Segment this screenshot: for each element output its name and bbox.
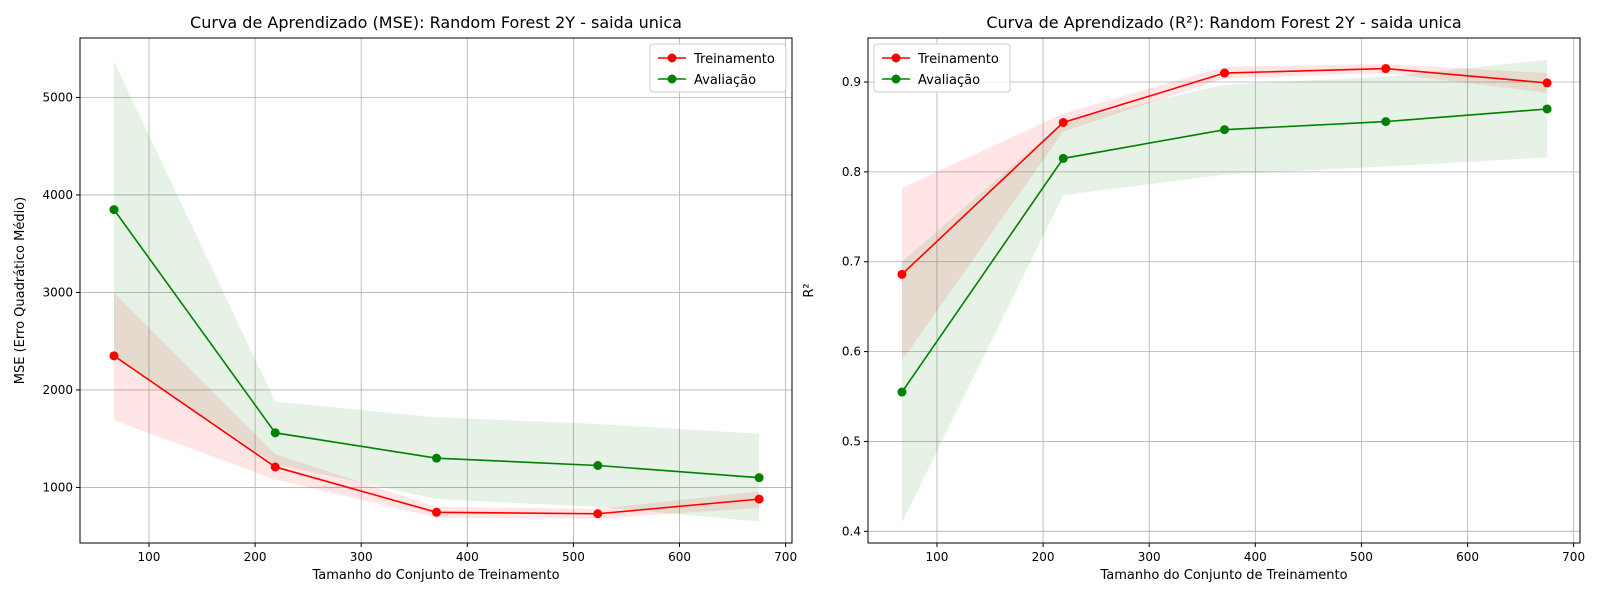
- x-tick-label: 600: [1456, 550, 1479, 564]
- legend: Treinamento Avaliação: [873, 43, 1011, 93]
- x-tick-label: 100: [138, 550, 161, 564]
- x-tick-label: 500: [1350, 550, 1373, 564]
- x-tick-label: 500: [562, 550, 585, 564]
- legend: Treinamento Avaliação: [649, 43, 787, 93]
- x-tick-label: 300: [350, 550, 373, 564]
- chart-title: Curva de Aprendizado (R²): Random Forest…: [986, 13, 1461, 32]
- y-tick-label: 4000: [42, 188, 73, 202]
- legend-label-avaliacao: Avaliação: [918, 73, 980, 88]
- y-axis-label: R²: [802, 283, 817, 297]
- data-point-avaliacao: [1381, 117, 1391, 127]
- legend-marker-treinamento: [667, 53, 677, 63]
- data-point-avaliacao: [754, 473, 764, 483]
- confidence-band-avaliacao: [113, 61, 760, 522]
- y-tick-label: 0.6: [842, 345, 861, 359]
- legend-marker-avaliacao: [667, 74, 677, 84]
- data-point-avaliacao: [1058, 153, 1068, 163]
- data-point-treinamento: [897, 269, 907, 279]
- confidence-band-treinamento: [113, 292, 760, 519]
- data-point-avaliacao: [270, 428, 280, 438]
- y-tick-label: 0.4: [842, 524, 861, 538]
- x-axis-label: Tamanho do Conjunto de Treinamento: [311, 568, 559, 583]
- data-point-avaliacao: [897, 387, 907, 397]
- data-point-treinamento: [1058, 117, 1068, 127]
- data-point-treinamento: [1381, 64, 1391, 74]
- y-tick-label: 3000: [42, 285, 73, 299]
- data-point-avaliacao: [1220, 125, 1230, 135]
- chart-panel-mse: 100 200 300 400 500 600 700 1000 2000 3000 4000 500…: [13, 13, 797, 583]
- chart-title: Curva de Aprendizado (MSE): Random Fores…: [190, 13, 682, 32]
- x-tick-label: 100: [926, 550, 949, 564]
- x-tick-label: 600: [668, 550, 691, 564]
- data-point-treinamento: [1542, 78, 1552, 88]
- data-point-avaliacao: [109, 205, 119, 215]
- legend-box: [873, 43, 1011, 93]
- axes-frame: [79, 37, 793, 544]
- legend-label-avaliacao: Avaliação: [694, 73, 756, 88]
- x-tick-label: 700: [774, 550, 797, 564]
- legend-marker-treinamento: [891, 53, 901, 63]
- y-tick-label: 2000: [42, 383, 73, 397]
- y-tick-label: 0.9: [842, 75, 861, 89]
- y-tick-label: 5000: [42, 90, 73, 104]
- data-point-avaliacao: [432, 453, 442, 463]
- data-point-treinamento: [593, 509, 603, 519]
- axes-frame: [867, 37, 1581, 544]
- y-tick-label: 0.5: [842, 434, 861, 448]
- legend-label-treinamento: Treinamento: [693, 52, 775, 67]
- chart-panel-r2: 100 200 300 400 500 600 700 0.4 0.5 0.6 0.7 0.8 0.9 C…: [802, 13, 1585, 583]
- x-axis-label: Tamanho do Conjunto de Treinamento: [1099, 568, 1347, 583]
- confidence-band-avaliacao: [901, 59, 1548, 523]
- legend-box: [649, 43, 787, 93]
- data-point-avaliacao: [593, 460, 603, 470]
- data-point-avaliacao: [1542, 104, 1552, 114]
- y-tick-label: 0.7: [842, 255, 861, 269]
- x-tick-label: 400: [1244, 550, 1267, 564]
- legend-label-treinamento: Treinamento: [917, 52, 999, 67]
- y-tick-label: 1000: [42, 480, 73, 494]
- data-point-treinamento: [109, 351, 119, 361]
- x-tick-label: 200: [244, 550, 267, 564]
- x-tick-label: 700: [1562, 550, 1585, 564]
- y-axis-label: MSE (Erro Quadrático Médio): [13, 197, 28, 384]
- data-point-treinamento: [432, 507, 442, 517]
- data-point-treinamento: [754, 494, 764, 504]
- x-tick-label: 200: [1032, 550, 1055, 564]
- legend-marker-avaliacao: [891, 74, 901, 84]
- data-point-treinamento: [1220, 68, 1230, 78]
- y-tick-label: 0.8: [842, 165, 861, 179]
- x-tick-label: 300: [1138, 550, 1161, 564]
- x-tick-label: 400: [456, 550, 479, 564]
- data-point-treinamento: [270, 462, 280, 472]
